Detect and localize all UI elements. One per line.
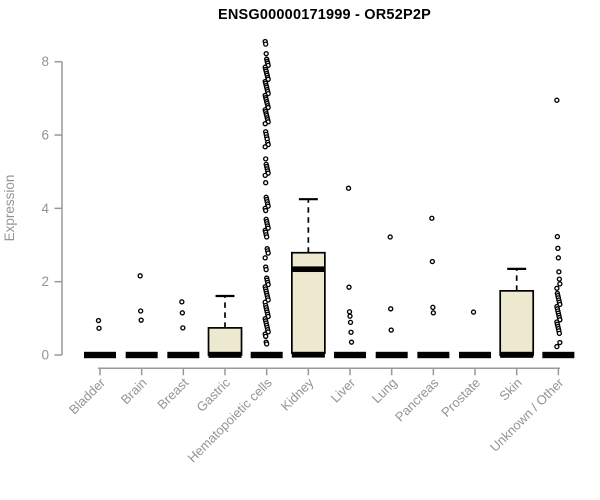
x-axis-category-label: Unknown / Other: [487, 375, 567, 455]
outlier-point: [264, 234, 270, 240]
x-axis-category-label: Breast: [154, 375, 191, 412]
outlier-point: [263, 41, 269, 47]
outlier-point: [263, 156, 269, 162]
outlier-point: [137, 273, 143, 279]
outlier-point: [179, 299, 185, 305]
y-axis-tick-label: 6: [41, 128, 49, 143]
box-flat-Unknown / Other: [542, 351, 575, 359]
median-Kidney: [291, 266, 325, 273]
outlier-point: [348, 329, 354, 335]
x-axis-category-label: Pancreas: [392, 375, 442, 425]
outlier-point: [554, 343, 560, 350]
outlier-point: [555, 255, 562, 261]
outlier-point: [430, 304, 436, 311]
outlier-point: [262, 172, 268, 179]
outlier-point: [263, 266, 269, 273]
outlier-point: [429, 215, 435, 221]
outlier-point: [554, 285, 560, 291]
box-flat-Lung: [375, 351, 408, 359]
box-flat-Bladder: [84, 351, 116, 359]
y-axis-tick-label: 8: [41, 54, 49, 69]
outlier-point: [265, 250, 271, 256]
outlier-point: [348, 339, 355, 345]
outlier-point: [556, 330, 563, 337]
outlier-point: [346, 284, 352, 290]
y-axis-tick-label: 0: [41, 348, 49, 363]
outlier-point: [387, 234, 393, 240]
outlier-point: [138, 317, 144, 323]
outlier-point: [263, 50, 269, 57]
x-axis-category-label: Kidney: [278, 375, 317, 414]
outlier-point: [95, 317, 102, 324]
outlier-point: [346, 309, 353, 315]
median-Gastric: [208, 352, 242, 358]
outlier-point: [347, 319, 354, 326]
box-flat-Prostate: [459, 351, 492, 359]
outlier-point: [388, 306, 394, 312]
box-flat-Pancreas: [417, 351, 450, 359]
outlier-point: [263, 333, 269, 339]
x-axis-category-label: Brain: [118, 375, 150, 407]
outlier-point: [430, 310, 437, 316]
box-Gastric: [207, 327, 243, 356]
outlier-point: [262, 255, 268, 261]
outlier-point: [556, 269, 562, 275]
outlier-point: [554, 97, 560, 103]
outlier-point: [262, 121, 268, 127]
outlier-point: [557, 339, 563, 346]
box-flat-Liver: [334, 351, 367, 359]
median-Skin: [500, 352, 534, 358]
x-axis-category-label: Prostate: [438, 375, 483, 420]
x-axis-category-label: Bladder: [66, 375, 109, 418]
outlier-point: [180, 325, 186, 331]
outlier-point: [557, 281, 563, 287]
box-flat-Brain: [125, 351, 158, 359]
box-flat-Hematopoietic cells: [250, 351, 283, 359]
outlier-point: [263, 180, 269, 186]
box-Skin: [499, 289, 535, 356]
outlier-point: [264, 341, 270, 347]
outlier-point: [137, 308, 144, 314]
y-axis-label: Expression: [2, 175, 17, 242]
box-base-Kidney: [291, 351, 325, 358]
outlier-point: [179, 310, 186, 316]
outlier-point: [554, 233, 561, 240]
x-axis-category-label: Liver: [328, 375, 359, 406]
outlier-point: [262, 144, 268, 150]
outlier-point: [263, 207, 269, 214]
outlier-point: [555, 245, 561, 251]
outlier-point: [470, 309, 477, 315]
outlier-point: [429, 258, 436, 265]
x-axis-category-label: Gastric: [193, 375, 233, 415]
y-axis-tick-label: 4: [41, 201, 49, 216]
outlier-point: [556, 276, 563, 282]
outlier-point: [388, 327, 394, 333]
outlier-point: [345, 185, 352, 191]
y-axis-tick-label: 2: [41, 274, 49, 289]
outlier-point: [347, 313, 353, 319]
box-flat-Breast: [167, 351, 200, 359]
outlier-point: [96, 325, 102, 331]
x-axis-category-label: Lung: [369, 375, 400, 406]
x-axis-category-label: Skin: [496, 375, 524, 403]
chart-title: ENSG00000171999 - OR52P2P: [218, 7, 431, 23]
